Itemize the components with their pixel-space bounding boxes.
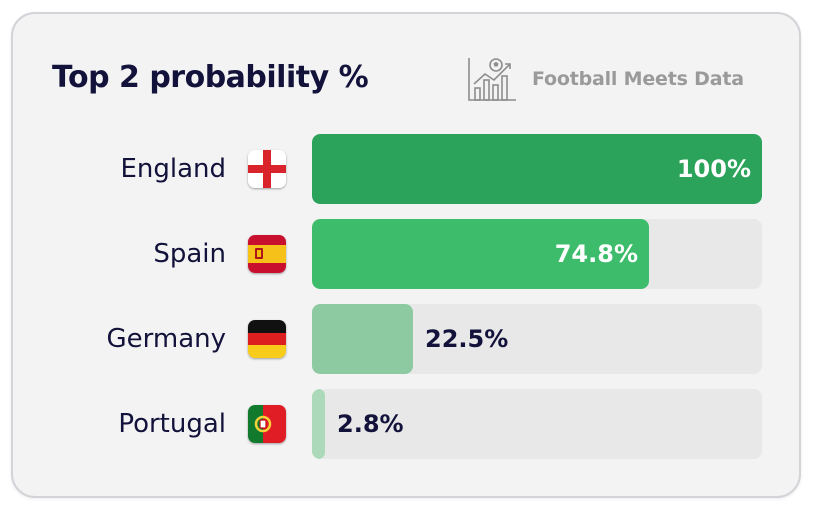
page-title: Top 2 probability % [52, 60, 369, 95]
germany-flag-icon [248, 320, 286, 358]
brand-logo: Football Meets Data [466, 56, 744, 102]
portugal-flag-icon [248, 405, 286, 443]
data-label: 74.8% [554, 240, 638, 268]
bar [312, 134, 762, 204]
bar [312, 219, 649, 289]
bar-track: 22.5% [312, 304, 762, 374]
spain-flag-icon [248, 235, 286, 273]
bar-row: England 100% [0, 134, 816, 204]
bar-track: 74.8% [312, 219, 762, 289]
bar-row: Spain 74.8% [0, 219, 816, 289]
bar-row: Portugal 2.8% [0, 389, 816, 459]
brand-name: Football Meets Data [532, 68, 744, 90]
category-label: Germany [106, 324, 226, 354]
data-label: 22.5% [425, 325, 509, 353]
bar-row: Germany 22.5% [0, 304, 816, 374]
data-label: 2.8% [337, 410, 404, 438]
category-label: Portugal [118, 409, 226, 439]
england-flag-icon [248, 150, 286, 188]
bar-track: 2.8% [312, 389, 762, 459]
category-label: England [120, 154, 226, 184]
bar [312, 389, 325, 459]
bar-track: 100% [312, 134, 762, 204]
category-label: Spain [153, 239, 226, 269]
data-label: 100% [676, 155, 751, 183]
bar [312, 304, 413, 374]
chart-football-icon [468, 58, 516, 101]
